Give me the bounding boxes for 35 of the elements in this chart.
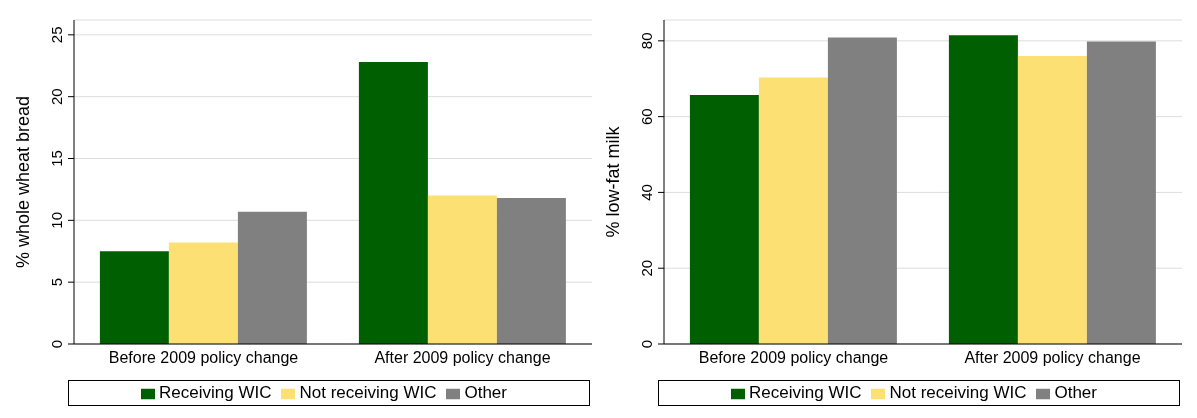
legend-label: Other bbox=[1054, 383, 1097, 402]
y-tick-label: 80 bbox=[638, 32, 655, 50]
y-tick-label: 60 bbox=[638, 108, 655, 125]
x-tick-label: After 2009 policy change bbox=[964, 349, 1141, 367]
legend-label: Receiving WIC bbox=[159, 383, 272, 402]
bar bbox=[827, 37, 897, 344]
legend-label: Not receiving WIC bbox=[889, 383, 1027, 402]
y-tick-label: 15 bbox=[48, 150, 65, 167]
y-axis-title: % whole wheat bread bbox=[13, 95, 34, 269]
y-axis-title: % low-fat milk bbox=[603, 125, 624, 238]
y-tick-label: 0 bbox=[638, 339, 655, 349]
y-tick-label: 0 bbox=[48, 339, 65, 349]
y-tick-label: 10 bbox=[48, 211, 65, 229]
bar bbox=[237, 211, 307, 344]
bar bbox=[496, 198, 566, 344]
bar bbox=[99, 251, 169, 344]
y-tick-label: 25 bbox=[48, 26, 65, 44]
x-tick-label: After 2009 policy change bbox=[374, 349, 551, 367]
bar bbox=[168, 242, 238, 344]
legend-label: Receiving WIC bbox=[749, 383, 862, 402]
y-tick-label: 5 bbox=[48, 278, 65, 287]
legend-label: Not receiving WIC bbox=[299, 383, 437, 402]
x-tick-label: Before 2009 policy change bbox=[108, 349, 299, 367]
legend-label: Other bbox=[464, 383, 507, 402]
bar bbox=[689, 95, 759, 344]
bar bbox=[948, 35, 1018, 344]
bar bbox=[1017, 56, 1087, 344]
y-tick-label: 20 bbox=[638, 259, 655, 277]
bar bbox=[427, 195, 497, 344]
y-tick-label: 20 bbox=[48, 88, 65, 106]
bar bbox=[758, 77, 828, 344]
x-tick-label: Before 2009 policy change bbox=[698, 349, 889, 367]
bar bbox=[358, 62, 428, 344]
bar bbox=[1086, 41, 1156, 344]
y-tick-label: 40 bbox=[638, 184, 655, 201]
